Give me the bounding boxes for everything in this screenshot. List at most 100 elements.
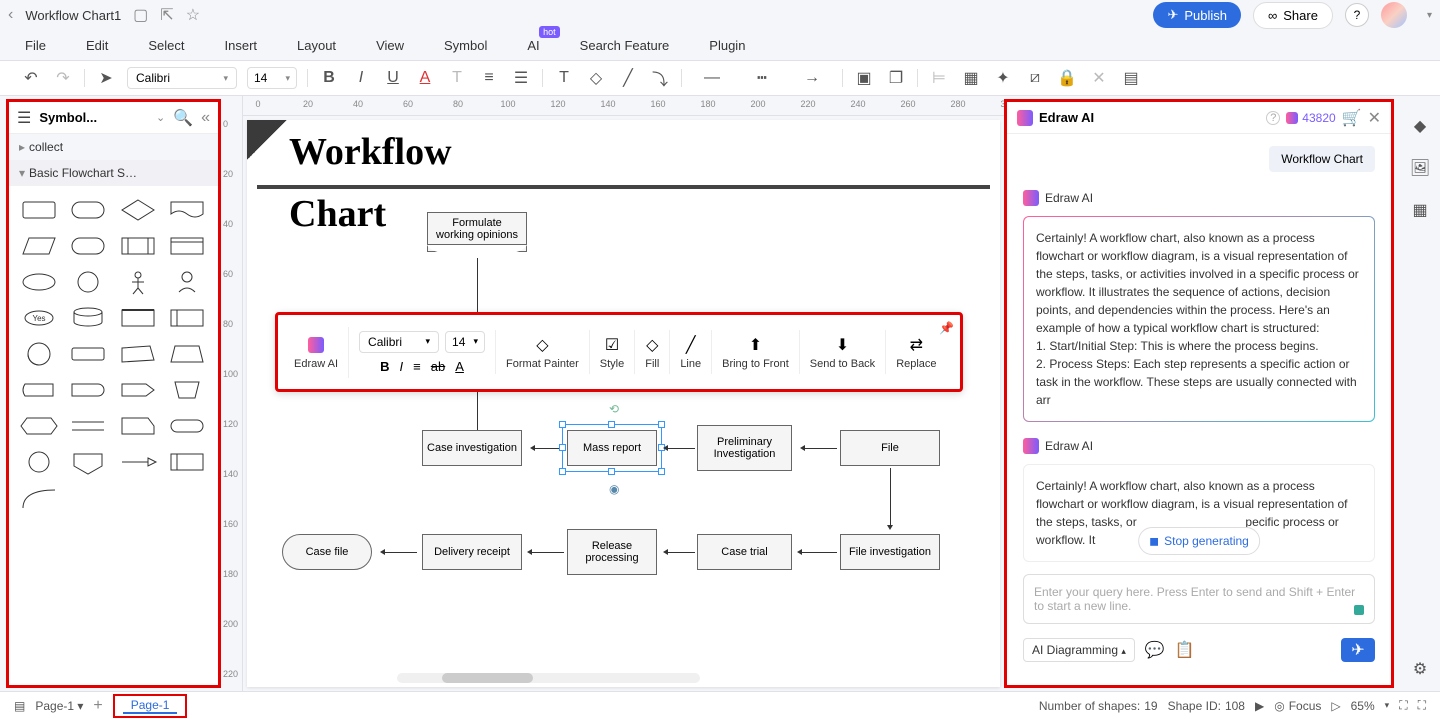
- star-icon[interactable]: ☆: [186, 5, 200, 25]
- font-select[interactable]: Calibri▾: [127, 67, 237, 89]
- zoom-level[interactable]: 65%: [1351, 699, 1375, 713]
- cursor-icon[interactable]: ➤: [95, 67, 117, 89]
- section-collect[interactable]: ▸collect: [9, 134, 218, 160]
- align-tool-icon[interactable]: ⊨: [928, 67, 950, 89]
- pages-icon[interactable]: ▤: [14, 699, 25, 713]
- menu-ai[interactable]: AIhot: [527, 38, 539, 53]
- shape-item[interactable]: [118, 340, 158, 368]
- line-style-icon[interactable]: —: [692, 67, 732, 89]
- play-button[interactable]: ▶: [1255, 699, 1264, 713]
- ai-input[interactable]: Enter your query here. Press Enter to se…: [1023, 574, 1375, 624]
- panel-dropdown-icon[interactable]: ⌄: [156, 111, 165, 124]
- node-formulate[interactable]: Formulate working opinions: [427, 212, 527, 252]
- rail-settings-icon[interactable]: ⚙: [1413, 659, 1427, 679]
- ai-list-icon[interactable]: 📋: [1175, 640, 1195, 660]
- node-case-trial[interactable]: Case trial: [697, 534, 792, 570]
- shape-item[interactable]: [167, 340, 207, 368]
- tools-icon[interactable]: ✕: [1088, 67, 1110, 89]
- action-handle-icon[interactable]: ◉: [609, 482, 619, 496]
- ctx-color-icon[interactable]: A: [455, 359, 464, 374]
- ctx-bold-icon[interactable]: B: [380, 359, 389, 374]
- menu-plugin[interactable]: Plugin: [709, 38, 745, 53]
- export-icon[interactable]: ⇱: [160, 5, 173, 25]
- node-file[interactable]: File: [840, 430, 940, 466]
- shape-item[interactable]: [68, 304, 108, 332]
- ctx-edraw-ai[interactable]: Edraw AI: [284, 330, 348, 374]
- menu-symbol[interactable]: Symbol: [444, 38, 487, 53]
- shape-item[interactable]: [167, 232, 207, 260]
- ctx-fill[interactable]: ◇Fill: [634, 330, 669, 374]
- shape-item[interactable]: [167, 268, 207, 296]
- shape-item[interactable]: [68, 196, 108, 224]
- shape-item[interactable]: [167, 196, 207, 224]
- underline-icon[interactable]: U: [382, 67, 404, 89]
- shape-item[interactable]: [118, 232, 158, 260]
- shape-item[interactable]: [167, 304, 207, 332]
- shape-item[interactable]: [118, 196, 158, 224]
- font-size-select[interactable]: 14▾: [247, 67, 297, 89]
- avatar-chevron-icon[interactable]: ▾: [1427, 10, 1432, 21]
- ctx-strike-icon[interactable]: ab: [431, 359, 445, 374]
- node-mass-report[interactable]: Mass report: [567, 430, 657, 466]
- shape-item[interactable]: [167, 376, 207, 404]
- node-file-investigation[interactable]: File investigation: [840, 534, 940, 570]
- shape-item[interactable]: [167, 448, 207, 476]
- pin-icon[interactable]: 📌: [939, 321, 954, 335]
- rotate-handle-icon[interactable]: ⟲: [609, 402, 619, 416]
- cart-icon[interactable]: 🛒: [1342, 108, 1362, 128]
- back-button[interactable]: ‹: [8, 6, 13, 24]
- section-basic-flowchart[interactable]: ▾Basic Flowchart S…: [9, 160, 218, 186]
- rail-grid-icon[interactable]: ▦: [1412, 200, 1427, 220]
- add-page-button[interactable]: +: [93, 697, 102, 715]
- align-left-icon[interactable]: ≡: [478, 67, 500, 89]
- shape-item[interactable]: [118, 412, 158, 440]
- shape-item[interactable]: [118, 376, 158, 404]
- fullscreen-icon[interactable]: ⛶: [1418, 698, 1426, 713]
- ctx-italic-icon[interactable]: I: [400, 359, 404, 374]
- shape-item[interactable]: [68, 412, 108, 440]
- shape-item[interactable]: [19, 448, 59, 476]
- ctx-line[interactable]: ╱Line: [669, 330, 711, 374]
- shape-item[interactable]: Yes: [19, 304, 59, 332]
- menu-select[interactable]: Select: [148, 38, 184, 53]
- undo-icon[interactable]: ↶: [20, 67, 42, 89]
- user-avatar[interactable]: [1381, 2, 1407, 28]
- sparkle-icon[interactable]: ✦: [992, 67, 1014, 89]
- ctx-format-painter[interactable]: ◇Format Painter: [495, 330, 589, 374]
- fit-icon[interactable]: ⛶: [1399, 698, 1407, 713]
- shape-item[interactable]: [19, 268, 59, 296]
- stop-generating-button[interactable]: ◼ Stop generating: [1138, 527, 1260, 555]
- shape-item[interactable]: [19, 196, 59, 224]
- node-delivery[interactable]: Delivery receipt: [422, 534, 522, 570]
- dash-style-icon[interactable]: ┅: [742, 67, 782, 89]
- ctx-send-back[interactable]: ⬇Send to Back: [799, 330, 885, 374]
- bold-icon[interactable]: B: [318, 67, 340, 89]
- line-color-icon[interactable]: ╱: [617, 67, 639, 89]
- redo-icon[interactable]: ↷: [52, 67, 74, 89]
- ctx-bring-front[interactable]: ⬆Bring to Front: [711, 330, 799, 374]
- node-release[interactable]: Releaseprocessing: [567, 529, 657, 575]
- page-select[interactable]: Page-1 ▾: [35, 699, 83, 713]
- ai-help-icon[interactable]: ?: [1266, 111, 1280, 125]
- line-spacing-icon[interactable]: ☰: [510, 67, 532, 89]
- text-highlight-icon[interactable]: T: [446, 67, 468, 89]
- copy-icon[interactable]: ❐: [885, 67, 907, 89]
- node-case-investigation[interactable]: Case investigation: [422, 430, 522, 466]
- ctx-align-icon[interactable]: ≡: [413, 359, 421, 374]
- shape-item[interactable]: [68, 448, 108, 476]
- focus-button[interactable]: ◎ Focus: [1274, 699, 1321, 713]
- panel-search-icon[interactable]: 🔍: [173, 108, 193, 128]
- shape-item[interactable]: [68, 340, 108, 368]
- distribute-icon[interactable]: ▦: [960, 67, 982, 89]
- ctx-size-select[interactable]: 14▾: [445, 331, 485, 353]
- menu-layout[interactable]: Layout: [297, 38, 336, 53]
- shape-item[interactable]: [19, 412, 59, 440]
- shape-item[interactable]: [19, 232, 59, 260]
- layout-icon[interactable]: ▣: [853, 67, 875, 89]
- node-case-file[interactable]: Case file: [282, 534, 372, 570]
- connector-icon[interactable]: ⤵: [649, 67, 671, 89]
- ai-mode-select[interactable]: AI Diagramming ▴: [1023, 638, 1135, 662]
- node-preliminary[interactable]: PreliminaryInvestigation: [697, 425, 792, 471]
- lock-icon[interactable]: 🔒: [1056, 67, 1078, 89]
- panel-collapse-icon[interactable]: «: [201, 109, 210, 127]
